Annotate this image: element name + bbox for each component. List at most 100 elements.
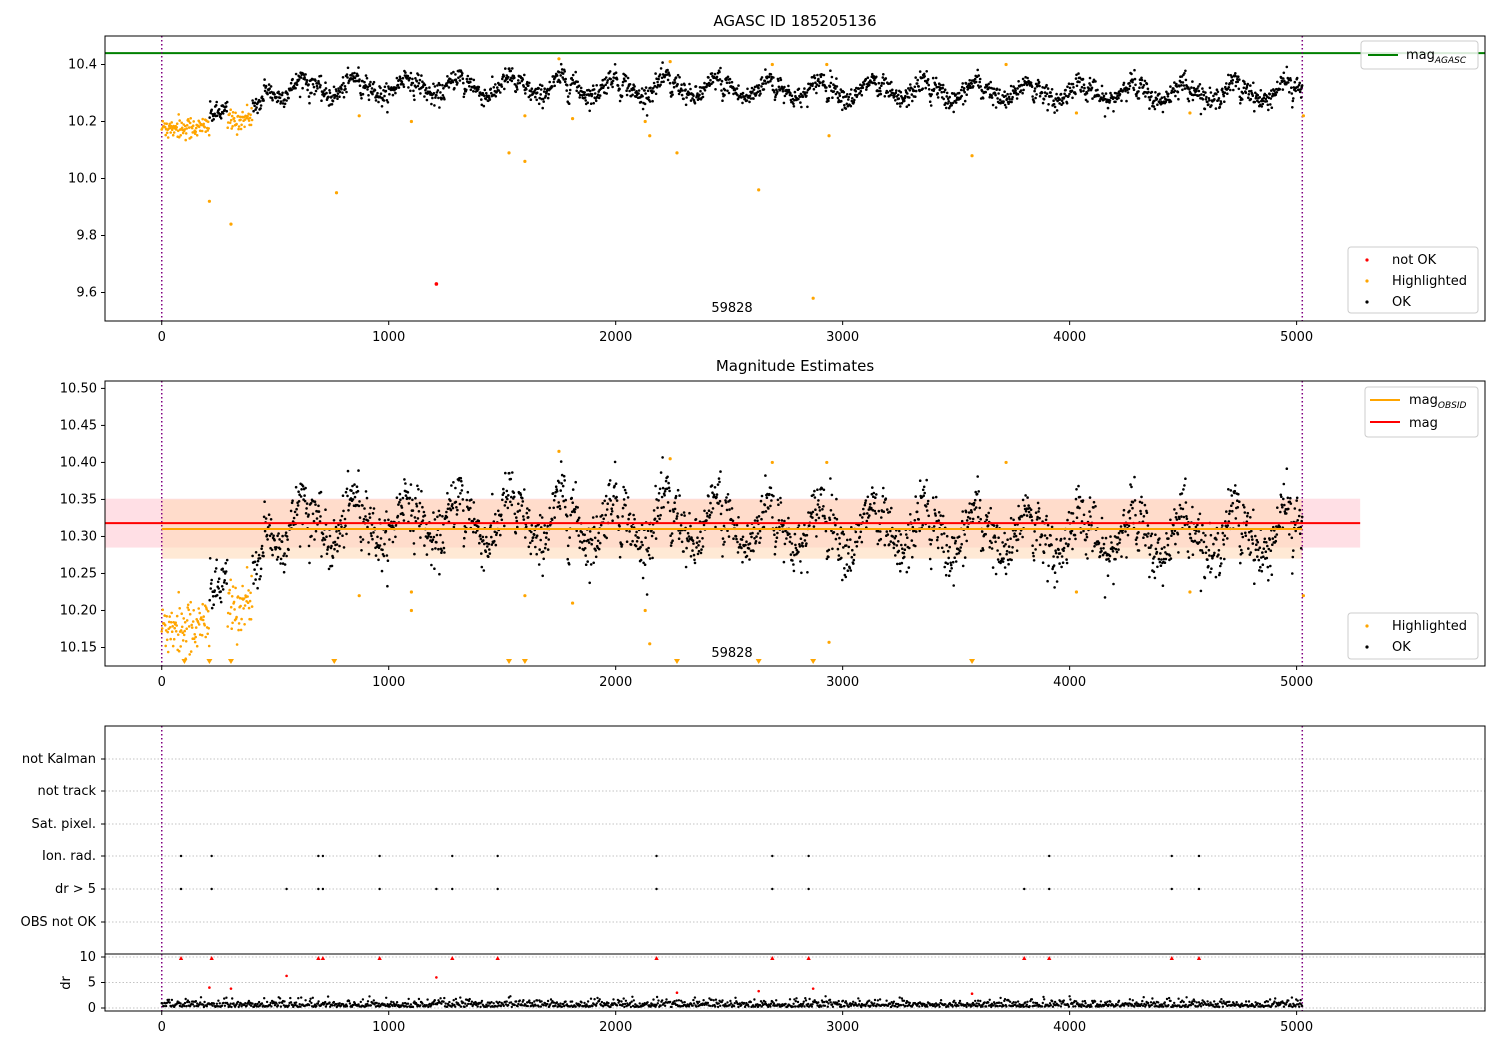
flag-point — [179, 854, 183, 858]
ok-point — [1158, 92, 1161, 96]
ok-point — [287, 548, 290, 552]
ok-point — [825, 557, 829, 561]
ok-point — [440, 551, 443, 554]
ok-point — [683, 514, 686, 517]
ok-point — [1234, 84, 1238, 88]
ok-point — [276, 555, 280, 559]
ok-point — [897, 549, 901, 553]
ok-point — [684, 103, 688, 107]
ok-point — [860, 540, 864, 544]
ok-point — [327, 567, 331, 571]
not-ok-point — [434, 282, 439, 286]
ok-point — [368, 84, 372, 87]
ok-point — [504, 500, 508, 504]
ok-point — [844, 575, 848, 579]
ok-point — [615, 499, 619, 502]
ok-point — [367, 98, 371, 102]
ok-point — [1259, 89, 1263, 92]
ok-point — [1282, 497, 1285, 501]
ok-point — [495, 531, 499, 535]
ok-point — [881, 494, 885, 498]
ok-point — [615, 77, 619, 81]
ok-point — [609, 77, 612, 81]
ok-point — [1137, 97, 1141, 100]
highlighted-point — [668, 60, 672, 64]
flag-point — [1170, 854, 1173, 858]
ok-point — [1137, 90, 1140, 93]
ok-point — [1025, 83, 1029, 87]
ok-point — [885, 530, 889, 533]
ok-point — [757, 515, 761, 518]
ok-point — [1034, 548, 1037, 551]
status-legend: Highlighted OK — [1347, 612, 1479, 660]
ok-point — [805, 91, 809, 94]
ok-point — [628, 512, 632, 516]
ok-point — [1005, 97, 1009, 100]
ok-point — [804, 544, 808, 547]
ok-point — [1073, 533, 1077, 537]
y-tick-label: 10.25 — [60, 566, 97, 581]
ok-point — [932, 87, 936, 91]
ok-point — [801, 541, 804, 545]
ok-point — [1153, 107, 1157, 111]
ok-point — [566, 95, 570, 98]
ok-point — [411, 509, 415, 512]
ok-point — [717, 477, 721, 480]
ok-point — [1291, 555, 1295, 559]
ok-point — [1258, 546, 1262, 549]
ok-point — [1008, 551, 1011, 554]
obs-label: 59828 — [711, 646, 752, 661]
ok-point — [978, 506, 981, 510]
ok-point — [988, 546, 991, 549]
ok-point — [298, 493, 301, 497]
ok-point — [1300, 519, 1303, 523]
ok-point — [917, 85, 920, 88]
ok-point — [1165, 552, 1169, 556]
ok-point — [984, 532, 987, 536]
ok-point — [629, 543, 633, 546]
ok-point — [1159, 98, 1162, 101]
highlighted-point — [409, 590, 414, 594]
ok-point — [775, 88, 778, 91]
ok-point — [406, 74, 410, 78]
ok-point — [542, 531, 546, 534]
flag-point — [285, 887, 288, 891]
ok-point — [911, 99, 914, 103]
ok-point — [899, 90, 903, 94]
ok-point — [829, 81, 833, 85]
ok-point — [551, 75, 555, 78]
ok-point — [417, 488, 420, 491]
ok-point — [573, 508, 577, 511]
ok-point — [478, 541, 481, 545]
ok-point — [258, 100, 262, 103]
ok-point — [258, 577, 261, 581]
ok-point — [605, 92, 608, 95]
highlighted-point — [193, 633, 196, 636]
ok-point — [891, 535, 895, 538]
ok-point — [770, 499, 773, 502]
highlighted-point — [189, 136, 193, 139]
highlighted-point — [228, 588, 231, 592]
ok-point — [553, 494, 557, 498]
ok-point — [365, 496, 369, 500]
ok-point — [1104, 551, 1107, 554]
ok-point — [1202, 93, 1206, 97]
highlighted-point — [675, 151, 679, 155]
ok-point — [863, 512, 866, 515]
ok-point — [850, 526, 853, 529]
highlighted-point — [169, 131, 172, 134]
highlighted-point — [249, 113, 252, 116]
highlighted-point — [163, 122, 166, 125]
ok-point — [220, 585, 224, 588]
ok-point — [1101, 553, 1105, 557]
ok-point — [398, 75, 402, 78]
ok-point — [931, 76, 935, 80]
ok-point — [1261, 551, 1264, 554]
ok-point — [276, 534, 279, 538]
ok-point — [989, 80, 992, 84]
ok-point — [866, 512, 869, 515]
ok-point — [319, 74, 323, 78]
ok-point — [665, 487, 669, 491]
ok-point — [1159, 552, 1162, 555]
ok-point — [1249, 516, 1252, 519]
